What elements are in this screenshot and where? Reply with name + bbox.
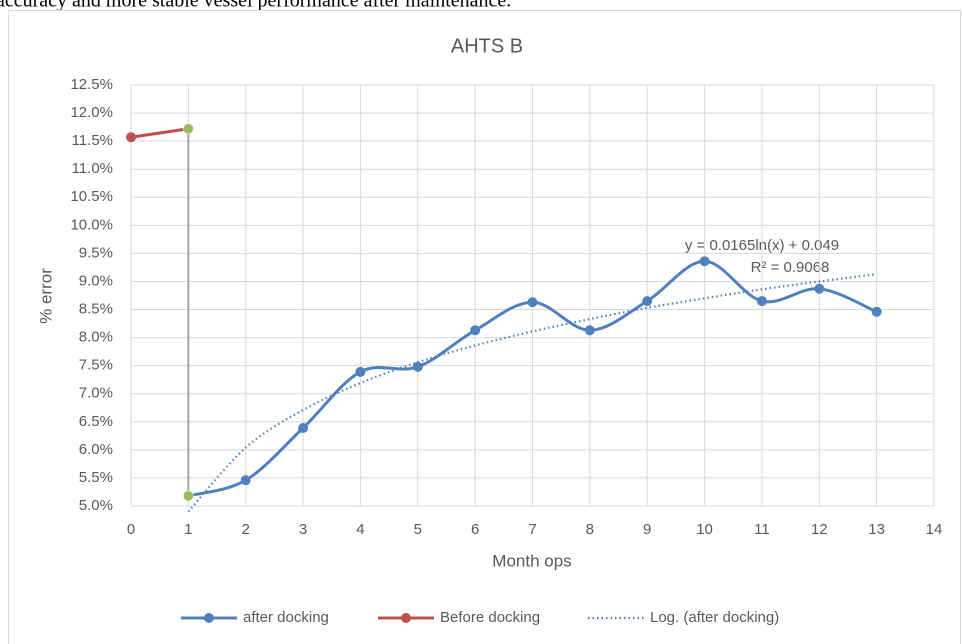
x-tick-label: 8: [586, 521, 594, 538]
data-point: [699, 256, 710, 267]
chart-border: [8, 10, 961, 644]
caption: accuracy and more stable vessel performa…: [0, 0, 511, 12]
x-tick-label: 14: [926, 521, 943, 538]
data-point: [470, 325, 481, 336]
data-point: [527, 297, 538, 308]
x-tick-label: 1: [184, 521, 192, 538]
y-tick-label: 5.5%: [79, 469, 113, 486]
x-tick-label: 7: [528, 521, 536, 538]
x-tick-label: 5: [414, 521, 422, 538]
y-tick-label: 7.5%: [79, 357, 113, 374]
y-tick-label: 12.5%: [70, 76, 113, 93]
y-axis-label: % error: [36, 268, 55, 324]
y-tick-label: 12.0%: [70, 104, 113, 121]
data-point: [642, 296, 653, 307]
x-tick-label: 4: [356, 521, 364, 538]
data-point: [584, 325, 595, 336]
y-tick-label: 11.5%: [72, 132, 113, 149]
y-tick-label: 7.0%: [79, 385, 113, 402]
y-tick-label: 9.0%: [79, 272, 113, 289]
x-tick-label: 9: [643, 521, 651, 538]
data-point: [871, 306, 882, 317]
connector-point: [183, 123, 194, 135]
y-tick-label: 6.0%: [79, 441, 113, 458]
trend-r2: R² = 0.9068: [751, 259, 830, 276]
data-point: [756, 296, 767, 307]
x-tick-label: 6: [471, 521, 479, 538]
legend-marker: [401, 613, 411, 623]
x-tick-label: 11: [754, 521, 770, 538]
x-tick-label: 12: [811, 521, 828, 538]
data-point: [240, 475, 251, 486]
y-tick-label: 10.5%: [70, 188, 113, 205]
y-tick-label: 11.0%: [72, 160, 113, 177]
x-tick-label: 10: [696, 521, 713, 538]
connector-point: [183, 490, 194, 502]
data-point: [814, 283, 825, 294]
x-tick-label: 2: [242, 521, 250, 538]
series-line: [130, 127, 189, 139]
x-tick-label: 3: [299, 521, 307, 538]
legend-label: after docking: [243, 609, 329, 626]
x-tick-label: 13: [868, 521, 885, 538]
y-tick-label: 8.0%: [79, 329, 113, 346]
data-point: [412, 361, 423, 372]
trend-line: [187, 273, 877, 513]
data-point: [298, 422, 309, 433]
legend-label: Log. (after docking): [650, 609, 779, 626]
chart-title: AHTS B: [451, 35, 523, 57]
y-tick-label: 8.5%: [79, 301, 113, 318]
data-point: [126, 132, 136, 143]
y-tick-label: 10.0%: [70, 216, 113, 233]
y-tick-label: 9.5%: [79, 244, 113, 261]
x-tick-label: 0: [127, 521, 135, 538]
legend-label: Before docking: [440, 609, 540, 626]
y-tick-label: 6.5%: [79, 413, 113, 430]
y-tick-label: 5.0%: [79, 497, 113, 514]
legend-marker: [204, 613, 214, 623]
x-axis-label: Month ops: [492, 551, 571, 570]
data-point: [355, 366, 366, 377]
